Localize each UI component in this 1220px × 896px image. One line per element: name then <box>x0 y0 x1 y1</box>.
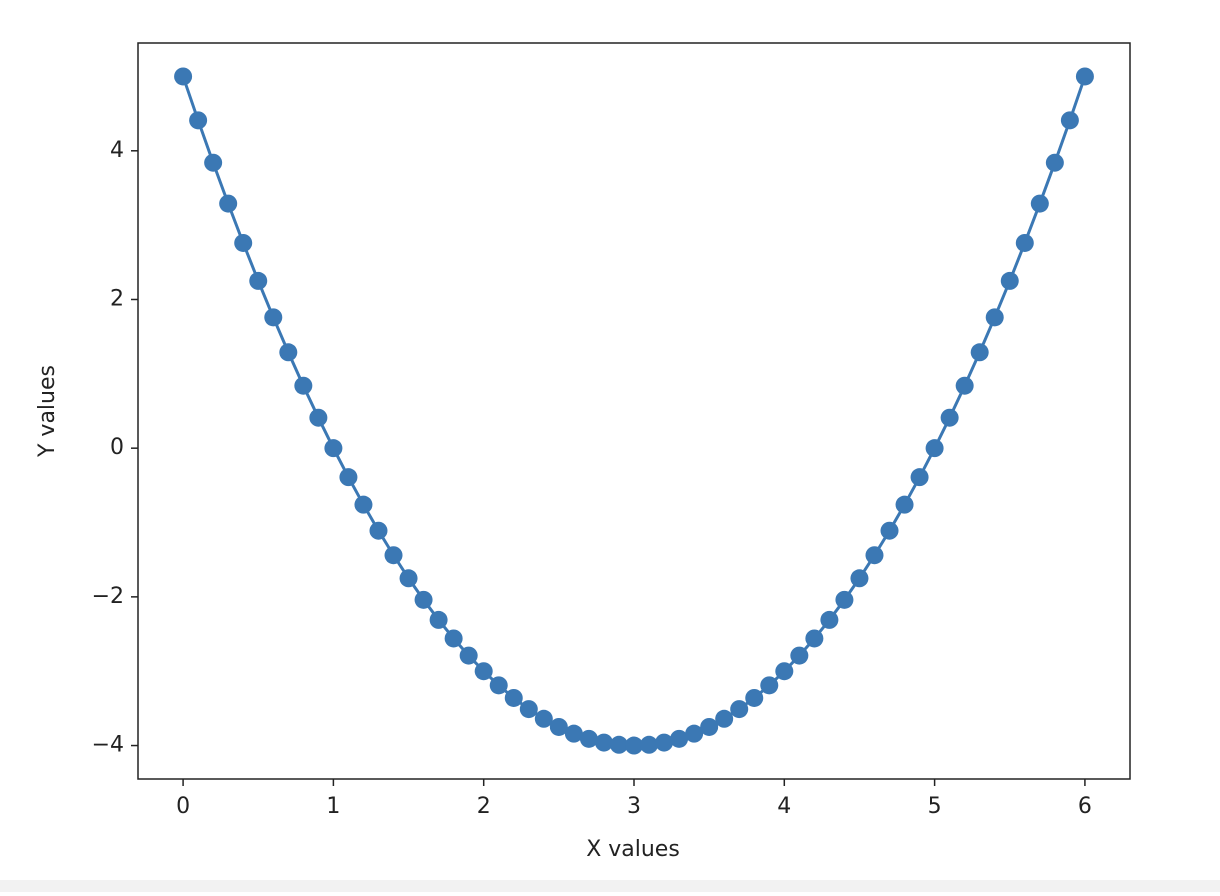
data-point <box>579 729 598 748</box>
y-tick-label: −2 <box>92 584 124 609</box>
data-point <box>519 700 538 719</box>
y-axis-label: Y values <box>35 365 60 458</box>
y-tick-label: 4 <box>110 138 124 163</box>
data-point <box>940 408 959 427</box>
x-tick-label: 1 <box>326 794 340 819</box>
data-point <box>429 610 448 629</box>
data-point <box>324 439 343 458</box>
data-point <box>1060 111 1079 130</box>
data-point <box>730 700 749 719</box>
data-point <box>249 271 268 290</box>
data-point <box>354 495 373 514</box>
x-tick-label: 5 <box>928 794 942 819</box>
data-point <box>444 629 463 648</box>
data-point <box>745 688 764 707</box>
data-point <box>414 590 433 609</box>
data-point <box>504 688 523 707</box>
data-point <box>850 569 869 588</box>
data-point <box>880 521 899 540</box>
data-point <box>640 735 659 754</box>
data-point <box>1030 194 1049 213</box>
x-axis-label: X values <box>586 837 680 862</box>
data-point <box>700 717 719 736</box>
data-point <box>970 343 989 362</box>
data-point <box>910 468 929 487</box>
data-point <box>339 468 358 487</box>
data-point <box>895 495 914 514</box>
data-point <box>264 308 283 327</box>
data-point <box>294 376 313 395</box>
data-point <box>715 709 734 728</box>
y-tick-label: 2 <box>110 286 124 311</box>
x-tick-label: 4 <box>777 794 791 819</box>
data-point <box>760 676 779 695</box>
data-point <box>670 729 689 748</box>
data-point <box>219 194 238 213</box>
data-point <box>805 629 824 648</box>
data-point <box>474 662 493 681</box>
x-tick-label: 2 <box>477 794 491 819</box>
data-point <box>309 408 328 427</box>
data-point <box>1015 233 1034 252</box>
data-point <box>279 343 298 362</box>
data-point <box>985 308 1004 327</box>
data-point <box>234 233 253 252</box>
data-point <box>1075 67 1094 86</box>
data-point <box>865 546 884 565</box>
data-point <box>625 736 643 755</box>
data-point <box>204 153 223 172</box>
data-point <box>189 111 208 130</box>
data-point <box>685 724 704 743</box>
data-point <box>534 709 553 728</box>
data-point <box>609 735 628 754</box>
data-point <box>564 724 583 743</box>
data-point <box>489 676 508 695</box>
data-point <box>1045 153 1064 172</box>
data-point <box>174 67 193 86</box>
x-tick-label: 0 <box>176 794 190 819</box>
data-point <box>369 521 388 540</box>
data-point <box>655 733 674 752</box>
data-point <box>1000 271 1019 290</box>
data-point <box>835 590 854 609</box>
data-point <box>790 646 809 665</box>
y-tick-label: 0 <box>110 435 124 460</box>
data-point <box>594 733 613 752</box>
bottom-strip <box>0 880 1220 892</box>
data-point <box>459 646 478 665</box>
x-tick-label: 6 <box>1078 794 1092 819</box>
x-tick-label: 3 <box>627 794 641 819</box>
data-point <box>399 569 418 588</box>
data-point <box>820 610 839 629</box>
data-point <box>955 376 974 395</box>
y-tick-label: −4 <box>92 733 124 758</box>
data-point <box>384 546 403 565</box>
data-point <box>549 717 568 736</box>
plot-frame <box>137 42 1131 780</box>
data-point <box>925 439 944 458</box>
data-point <box>775 662 794 681</box>
